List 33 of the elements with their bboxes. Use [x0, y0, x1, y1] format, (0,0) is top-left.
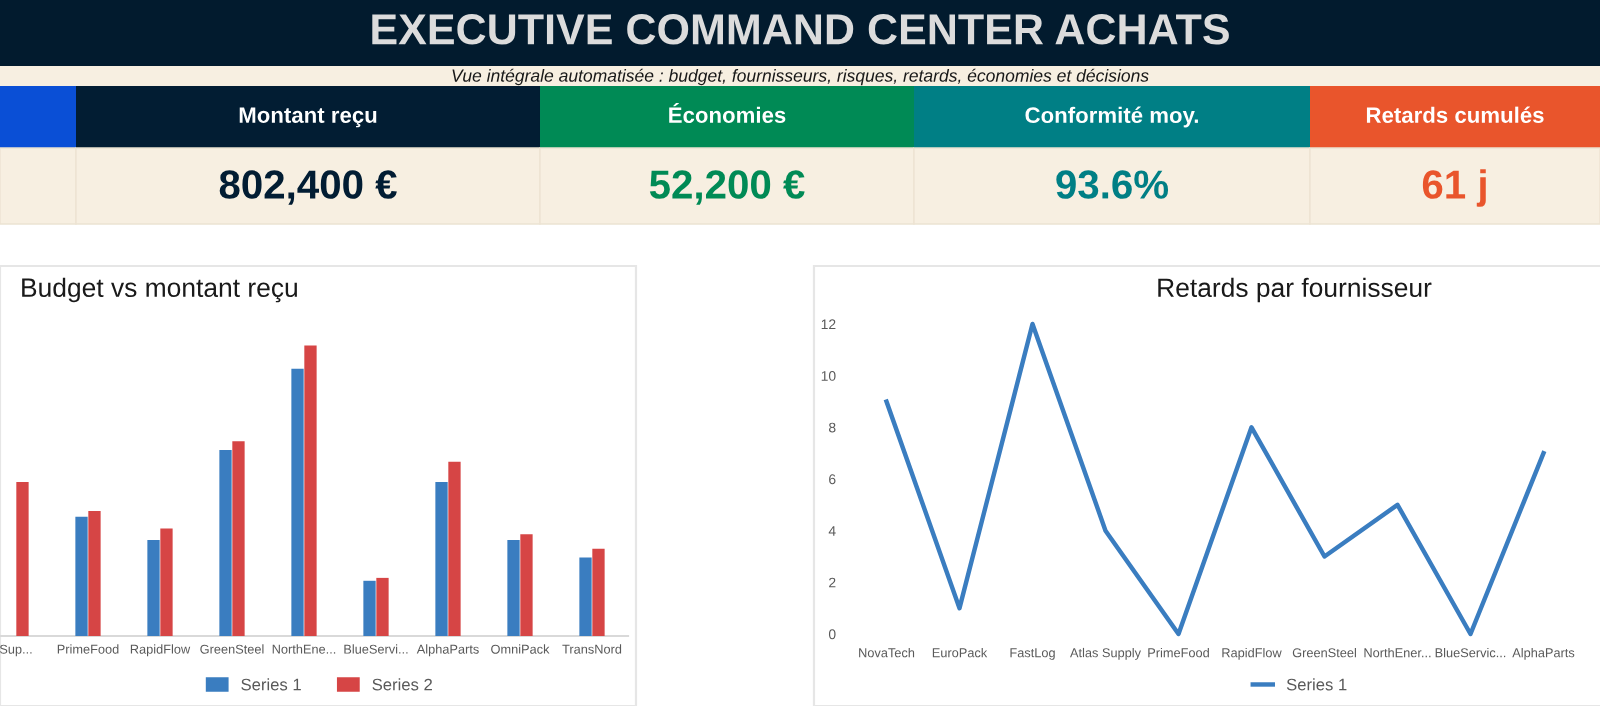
bar — [448, 461, 461, 636]
chart-title: Retards par fournisseur — [1158, 277, 1432, 303]
text: Vue intégrale automatisée : budget, fournisseurs, risques, retards, économies et décisions — [452, 68, 1149, 86]
category-label: Retards cumulés — [1366, 106, 1544, 123]
bar — [147, 540, 160, 636]
category-label: Économies — [669, 103, 786, 123]
legend-label: Series 1 — [1286, 678, 1347, 691]
bar — [291, 368, 304, 636]
bar — [592, 548, 605, 636]
category-label: Conformité moy. — [1025, 106, 1198, 128]
bar — [219, 450, 232, 636]
legend-label: Series 2 — [372, 678, 432, 691]
text: 802,400 € — [219, 170, 397, 205]
bar — [363, 580, 376, 636]
chart-title: Budget vs montant reçu — [22, 277, 297, 303]
line-series — [884, 321, 1546, 637]
bar — [376, 577, 389, 636]
bar — [579, 557, 592, 636]
bar — [232, 441, 245, 636]
category-label: Montant reçu — [239, 107, 377, 128]
legend-label: Series 1 — [241, 678, 301, 691]
bar — [304, 345, 317, 636]
text: 93.6% — [1056, 170, 1169, 199]
bar — [507, 540, 520, 636]
bar — [88, 511, 101, 636]
bar — [16, 481, 29, 636]
bar — [160, 528, 173, 636]
text: 52,200 € — [649, 170, 805, 205]
text: 61 j — [1422, 169, 1486, 207]
bar — [435, 481, 448, 636]
bar — [520, 534, 533, 636]
bar — [75, 516, 88, 636]
text: EXECUTIVE COMMAND CENTER ACHATS — [372, 14, 1229, 45]
